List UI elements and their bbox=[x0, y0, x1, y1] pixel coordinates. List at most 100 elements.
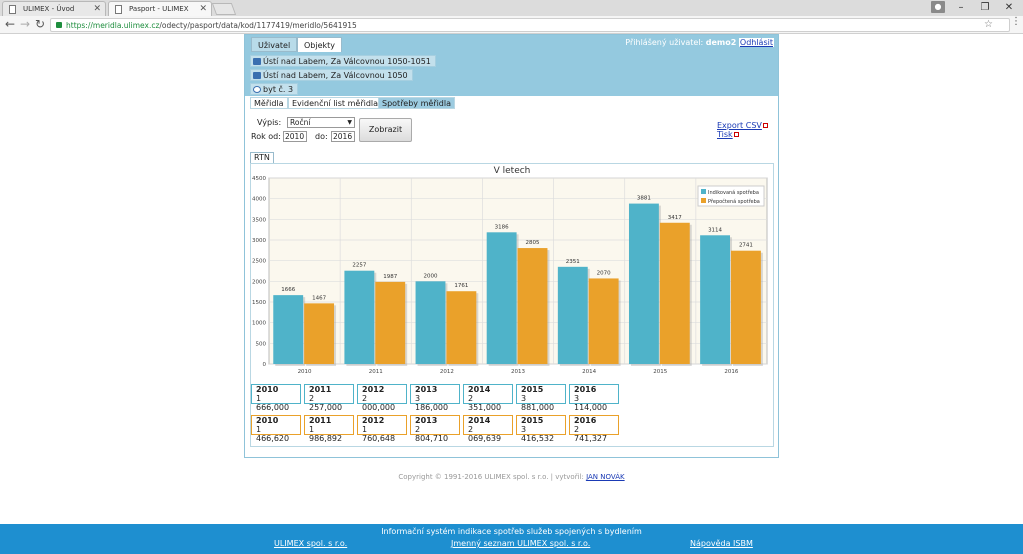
menu-icon[interactable]: ⋮ bbox=[1011, 16, 1021, 27]
x-tick-label: 2012 bbox=[440, 369, 454, 375]
value-cell-year: 2015 bbox=[521, 416, 544, 425]
address-bar: ← → ↻ https://meridla.ulimex.cz/odecty/p… bbox=[0, 16, 1023, 34]
page-icon bbox=[9, 5, 16, 14]
value-cell-year: 2014 bbox=[468, 416, 491, 425]
vypis-select[interactable]: Roční ▼ bbox=[287, 117, 355, 128]
value-cell: 2013 3 186,000 bbox=[410, 384, 460, 412]
tab-evidencni-list[interactable]: Evidenční list měřidla bbox=[288, 97, 383, 109]
breadcrumb-flat[interactable]: byt č. 3 bbox=[250, 83, 299, 95]
rok-do-input[interactable]: 2016 bbox=[331, 131, 355, 142]
page-footer: Informační systém indikace spotřeb služe… bbox=[0, 524, 1023, 554]
value-cell: 2014 2 351,000 bbox=[463, 384, 513, 412]
x-tick-label: 2010 bbox=[298, 369, 312, 375]
footer-link-ulimex[interactable]: ULIMEX spol. s r.o. bbox=[274, 539, 348, 548]
tab-uzivatel[interactable]: Uživatel bbox=[251, 37, 298, 52]
y-tick-label: 3500 bbox=[252, 217, 266, 223]
close-icon[interactable]: ✕ bbox=[199, 4, 207, 14]
data-label: 2257 bbox=[352, 263, 366, 269]
value-cell-amount: 3 114,000 bbox=[574, 394, 608, 412]
legend-swatch bbox=[701, 189, 706, 194]
rok-od-input[interactable]: 2010 bbox=[283, 131, 307, 142]
value-cell-year: 2012 bbox=[362, 385, 385, 394]
bar bbox=[304, 303, 335, 364]
close-icon[interactable]: ✕ bbox=[93, 4, 101, 14]
new-tab-button[interactable] bbox=[211, 3, 237, 15]
x-tick-label: 2016 bbox=[724, 369, 738, 375]
chart-axes: 0 500 1000 1500 2000 2500 3000 3500 4000 4500 2010… bbox=[252, 176, 739, 375]
footer-link-seznam[interactable]: Jmenný seznam ULIMEX spol. s r.o. bbox=[451, 539, 591, 548]
value-cell-year: 2010 bbox=[256, 385, 279, 394]
tab-objekty[interactable]: Objekty bbox=[297, 37, 343, 52]
breadcrumb-label: Ústí nad Labem, Za Válcovnou 1050 bbox=[263, 71, 408, 80]
chart-panel: V letech 0 500 1000 1500 2000 2500 3000 3500 400… bbox=[250, 163, 774, 447]
print-label: Tisk bbox=[717, 130, 733, 139]
breadcrumb-building[interactable]: Ústí nad Labem, Za Válcovnou 1050-1051 bbox=[250, 55, 436, 67]
breadcrumb-entrance[interactable]: Ústí nad Labem, Za Válcovnou 1050 bbox=[250, 69, 413, 81]
bar bbox=[375, 281, 406, 364]
copyright-text: Copyright © 1991-2016 ULIMEX spol. s r.o… bbox=[398, 473, 584, 481]
url-path: /odecty/pasport/data/kod/1177419/meridlo… bbox=[159, 21, 357, 30]
restore-icon[interactable]: ❐ bbox=[980, 2, 990, 13]
export-links: Export CSV Tisk bbox=[717, 121, 768, 139]
logout-link[interactable]: Odhlásit bbox=[738, 38, 774, 47]
back-arrow-icon[interactable]: ← bbox=[4, 17, 16, 31]
data-label: 3417 bbox=[668, 215, 682, 221]
x-tick-label: 2011 bbox=[369, 369, 383, 375]
zobrazit-button[interactable]: Zobrazit bbox=[359, 118, 412, 142]
browser-tab-title: ULIMEX - Úvod bbox=[23, 5, 75, 13]
y-tick-label: 500 bbox=[256, 341, 267, 347]
window-close-icon[interactable]: ✕ bbox=[1004, 2, 1014, 13]
value-cell-year: 2011 bbox=[309, 385, 332, 394]
chart-title: V letech bbox=[494, 166, 531, 176]
value-cell-amount: 2 804,710 bbox=[415, 425, 449, 443]
object-breadcrumb: Ústí nad Labem, Za Válcovnou 1050-1051 Ú… bbox=[245, 52, 778, 96]
page-icon bbox=[115, 5, 122, 14]
minimize-icon[interactable]: – bbox=[958, 2, 964, 13]
value-cell-amount: 1 760,648 bbox=[362, 425, 396, 443]
browser-tab[interactable]: ULIMEX - Úvod ✕ bbox=[2, 1, 106, 16]
value-cell-amount: 1 466,620 bbox=[256, 425, 290, 443]
value-cell-amount: 2 741,327 bbox=[574, 425, 608, 443]
value-cell-year: 2014 bbox=[468, 385, 491, 394]
tab-meridla[interactable]: Měřidla bbox=[250, 97, 288, 109]
y-tick-label: 3000 bbox=[252, 238, 266, 244]
value-cell: 2013 2 804,710 bbox=[410, 415, 460, 443]
value-cell: 2015 3 881,000 bbox=[516, 384, 566, 412]
bar bbox=[415, 281, 446, 364]
value-cell: 2010 1 666,000 bbox=[251, 384, 301, 412]
bar bbox=[557, 266, 588, 364]
app-container: Uživatel Objekty Přihlášený uživatel: de… bbox=[244, 34, 779, 458]
url-secure-part: https://meridla.ulimex.cz bbox=[66, 21, 160, 30]
tab-spotreby[interactable]: Spotřeby měřidla bbox=[378, 97, 456, 109]
forward-arrow-icon[interactable]: → bbox=[19, 17, 31, 31]
author-link[interactable]: JAN NOVÁK bbox=[586, 473, 625, 481]
value-cell-amount: 2 257,000 bbox=[309, 394, 343, 412]
data-label: 2805 bbox=[526, 240, 540, 246]
value-cell-year: 2016 bbox=[574, 385, 597, 394]
url-input[interactable]: https://meridla.ulimex.cz/odecty/pasport… bbox=[50, 18, 1010, 32]
data-label: 1467 bbox=[312, 295, 326, 301]
value-cell: 2016 3 114,000 bbox=[569, 384, 619, 412]
data-label: 2741 bbox=[739, 243, 753, 249]
star-icon[interactable]: ☆ bbox=[984, 19, 993, 30]
value-cell-amount: 2 351,000 bbox=[468, 394, 502, 412]
data-label: 3114 bbox=[708, 227, 722, 233]
browser-tab-bar: ULIMEX - Úvod ✕ Pasport - ULIMEX ✕ ● – ❐… bbox=[0, 0, 1023, 16]
profile-icon[interactable]: ● bbox=[931, 1, 945, 13]
legend-label: Indikovaná spotřeba bbox=[708, 189, 759, 196]
export-csv-link[interactable]: Export CSV bbox=[717, 121, 768, 130]
value-cell-year: 2011 bbox=[309, 416, 332, 425]
tab-rtn[interactable]: RTN bbox=[250, 152, 274, 163]
copyright: Copyright © 1991-2016 ULIMEX spol. s r.o… bbox=[0, 473, 1023, 481]
reload-icon[interactable]: ↻ bbox=[34, 17, 46, 31]
print-link[interactable]: Tisk bbox=[717, 130, 768, 139]
value-cell-year: 2013 bbox=[415, 385, 438, 394]
browser-tab-active[interactable]: Pasport - ULIMEX ✕ bbox=[108, 1, 212, 16]
bar bbox=[700, 235, 731, 364]
chart-bars: 1666 2257 2000 3186 2351 3881 3114 1467 1987 1761… bbox=[273, 196, 763, 366]
value-cell: 2012 2 000,000 bbox=[357, 384, 407, 412]
footer-link-napoveda[interactable]: Nápověda ISBM bbox=[690, 539, 753, 548]
x-tick-label: 2015 bbox=[653, 369, 667, 375]
value-cell-amount: 3 186,000 bbox=[415, 394, 449, 412]
value-cell: 2016 2 741,327 bbox=[569, 415, 619, 443]
